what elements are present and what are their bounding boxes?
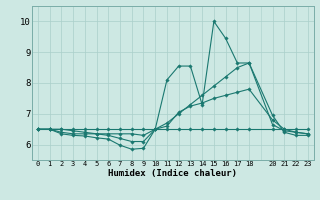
X-axis label: Humidex (Indice chaleur): Humidex (Indice chaleur) (108, 169, 237, 178)
